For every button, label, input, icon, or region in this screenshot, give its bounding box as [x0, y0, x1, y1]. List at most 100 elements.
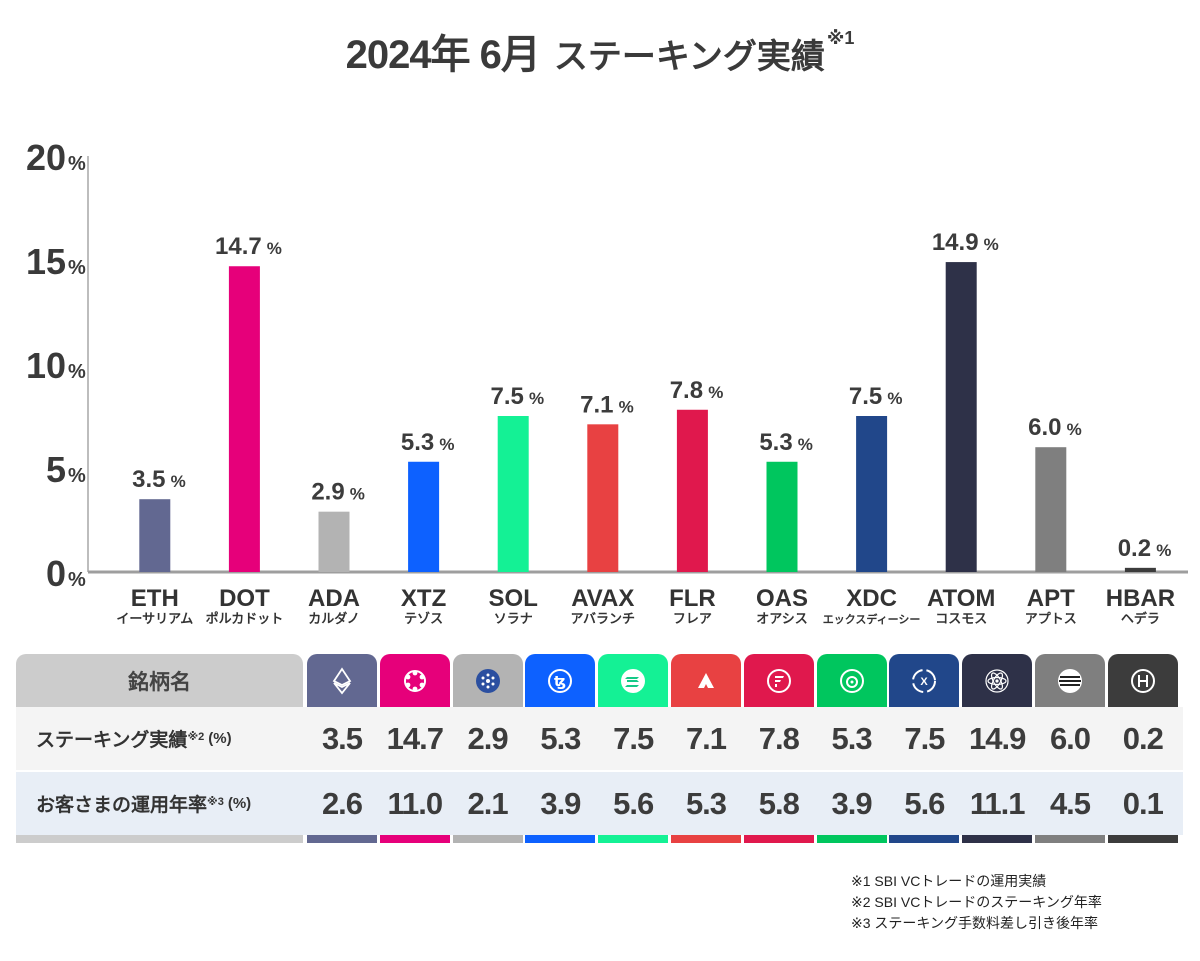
data-label: 5.3	[401, 429, 434, 456]
column-bottom-bar	[1035, 835, 1105, 843]
data-label: 6.0	[1028, 414, 1061, 441]
x-tick-label: AVAX	[571, 585, 634, 612]
x-tick-label: ATOM	[927, 585, 995, 612]
row2-value: 3.9	[831, 785, 873, 821]
y-tick-label: 20	[26, 137, 66, 178]
x-tick-sublabel: イーサリアム	[116, 611, 193, 626]
table-bottom-bar-name	[16, 835, 303, 843]
data-label-unit: %	[887, 389, 902, 408]
row1-value: 14.9	[969, 720, 1026, 756]
column-bottom-bar	[962, 835, 1033, 843]
row1-note: ※2	[187, 731, 205, 743]
coin-header-cell	[1107, 654, 1178, 707]
data-label-unit: %	[984, 235, 999, 254]
data-label: 14.7	[215, 233, 262, 260]
row2-label-text: お客さまの運用年率	[36, 795, 208, 816]
column-bottom-bar	[1107, 835, 1178, 843]
data-label: 7.8	[670, 377, 703, 404]
flare-icon	[766, 668, 791, 693]
polkadot-icon	[403, 669, 426, 692]
row2-unit: (%)	[227, 795, 252, 812]
bar	[676, 409, 708, 572]
row1-value: 5.3	[540, 720, 581, 756]
x-tick-sublabel: ポルカドット	[206, 611, 284, 626]
row1-value: 2.9	[467, 720, 509, 756]
y-tick-unit: %	[68, 153, 86, 175]
x-tick-label: FLR	[669, 585, 716, 612]
row1-value: 6.0	[1049, 720, 1091, 756]
x-tick-label: ADA	[308, 585, 360, 612]
ethereum-icon	[332, 666, 352, 694]
column-bottom-bar	[671, 835, 741, 843]
row-bg-1	[16, 707, 1183, 770]
row-bg-2	[16, 772, 1183, 835]
chart-title: 2024年 6月 ステーキング実績 ※1	[0, 22, 1200, 80]
bar	[945, 262, 977, 572]
title-note-mark: ※1	[826, 28, 855, 48]
coin-header-cell	[962, 654, 1033, 707]
x-tick-sublabel: アプトス	[1025, 611, 1077, 626]
coin-header-cell	[452, 654, 523, 707]
column-bottom-bar	[452, 835, 523, 843]
column-bottom-bar	[889, 835, 960, 843]
data-label: 7.1	[580, 391, 613, 418]
row2-value: 11.1	[969, 785, 1026, 821]
data-label-unit: %	[619, 397, 634, 416]
coin-header-cell	[743, 654, 814, 707]
y-tick-unit: %	[68, 361, 86, 383]
x-tick-label: XDC	[846, 585, 897, 612]
data-label: 2.9	[311, 479, 344, 506]
bar	[139, 499, 171, 572]
oasys-icon	[839, 668, 864, 693]
x-tick-sublabel: カルダノ	[308, 611, 360, 626]
bar	[497, 416, 529, 572]
coin-header-cell: X	[889, 654, 960, 707]
x-tick-sublabel: フレア	[673, 611, 712, 626]
column-bottom-bar	[307, 835, 377, 843]
data-label: 7.5	[491, 383, 524, 410]
data-label: 0.2	[1118, 535, 1151, 562]
column-bottom-bar	[379, 835, 450, 843]
row1-unit: (%)	[208, 730, 232, 747]
header-name-cell: 銘柄名	[16, 654, 303, 707]
data-label-unit: %	[529, 389, 544, 408]
row2-value: 2.6	[321, 785, 363, 821]
bar	[1035, 447, 1067, 572]
coin-header-cell	[379, 654, 450, 707]
row1-value: 14.7	[386, 720, 444, 756]
x-tick-sublabel: エックスディーシー	[823, 612, 921, 626]
data-label-unit: %	[350, 485, 365, 504]
row1-value: 7.1	[685, 720, 727, 756]
coin-header-cell	[1035, 654, 1105, 707]
footnotes: ※1 SBI VCトレードの運用実績 ※2 SBI VCトレードのステーキング年…	[851, 871, 1102, 934]
x-tick-label: DOT	[219, 585, 270, 612]
row2-value: 2.1	[467, 785, 509, 821]
row2-value: 0.1	[1122, 785, 1164, 821]
coin-header-cell: ꜩ	[525, 654, 596, 707]
y-tick-unit: %	[68, 257, 86, 279]
bar	[1124, 567, 1156, 572]
svg-text:X: X	[921, 676, 929, 688]
data-label: 7.5	[849, 383, 882, 410]
footnote-3: ※3 ステーキング手数料差し引き後年率	[851, 915, 1098, 931]
y-tick-label: 15	[26, 241, 66, 282]
data-label: 14.9	[932, 229, 979, 256]
x-tick-sublabel: テゾス	[404, 611, 443, 626]
x-tick-label: XTZ	[401, 585, 446, 612]
y-tick-unit: %	[68, 465, 86, 487]
data-label-unit: %	[798, 435, 813, 454]
row2-value: 4.5	[1049, 785, 1091, 821]
column-bottom-bar	[743, 835, 814, 843]
footnote-2: ※2 SBI VCトレードのステーキング年率	[851, 894, 1102, 910]
row2-value: 11.0	[387, 785, 443, 821]
title-text: ステーキング実績	[553, 38, 825, 76]
xdc-icon: X	[912, 668, 937, 693]
row1-value: 0.2	[1122, 720, 1164, 756]
hedera-icon	[1130, 668, 1155, 693]
y-tick-label: 10	[26, 345, 66, 386]
row1-value: 3.5	[321, 720, 363, 756]
y-tick-label: 5	[46, 449, 66, 490]
row2-value: 5.6	[613, 785, 654, 821]
column-bottom-bar	[525, 835, 596, 843]
